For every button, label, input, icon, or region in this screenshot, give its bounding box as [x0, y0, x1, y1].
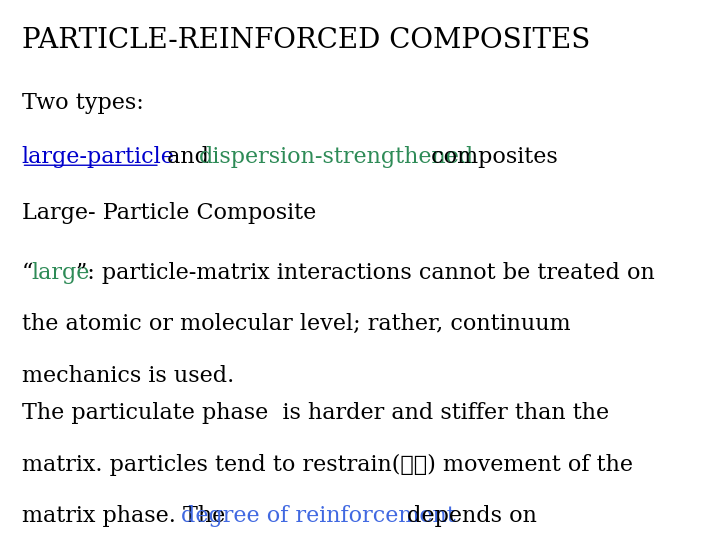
Text: and: and: [160, 146, 216, 168]
Text: Two types:: Two types:: [22, 92, 143, 114]
Text: large-particle: large-particle: [22, 146, 174, 168]
Text: The particulate phase  is harder and stiffer than the: The particulate phase is harder and stif…: [22, 402, 608, 424]
Text: matrix phase. The: matrix phase. The: [22, 505, 232, 527]
Text: the atomic or molecular level; rather, continuum: the atomic or molecular level; rather, c…: [22, 313, 570, 335]
Text: mechanics is used.: mechanics is used.: [22, 364, 234, 387]
Text: Large- Particle Composite: Large- Particle Composite: [22, 202, 316, 225]
Text: composites: composites: [424, 146, 558, 168]
Text: “: “: [22, 262, 33, 284]
Text: PARTICLE-REINFORCED COMPOSITES: PARTICLE-REINFORCED COMPOSITES: [22, 27, 590, 54]
Text: dispersion-strengthened: dispersion-strengthened: [199, 146, 474, 168]
Text: degree of reinforcement: degree of reinforcement: [181, 505, 456, 527]
Text: ”: particle-matrix interactions cannot be treated on: ”: particle-matrix interactions cannot b…: [76, 262, 655, 284]
Text: matrix. particles tend to restrain(限制) movement of the: matrix. particles tend to restrain(限制) m…: [22, 454, 633, 476]
Text: large: large: [31, 262, 89, 284]
Text: depends on: depends on: [400, 505, 536, 527]
